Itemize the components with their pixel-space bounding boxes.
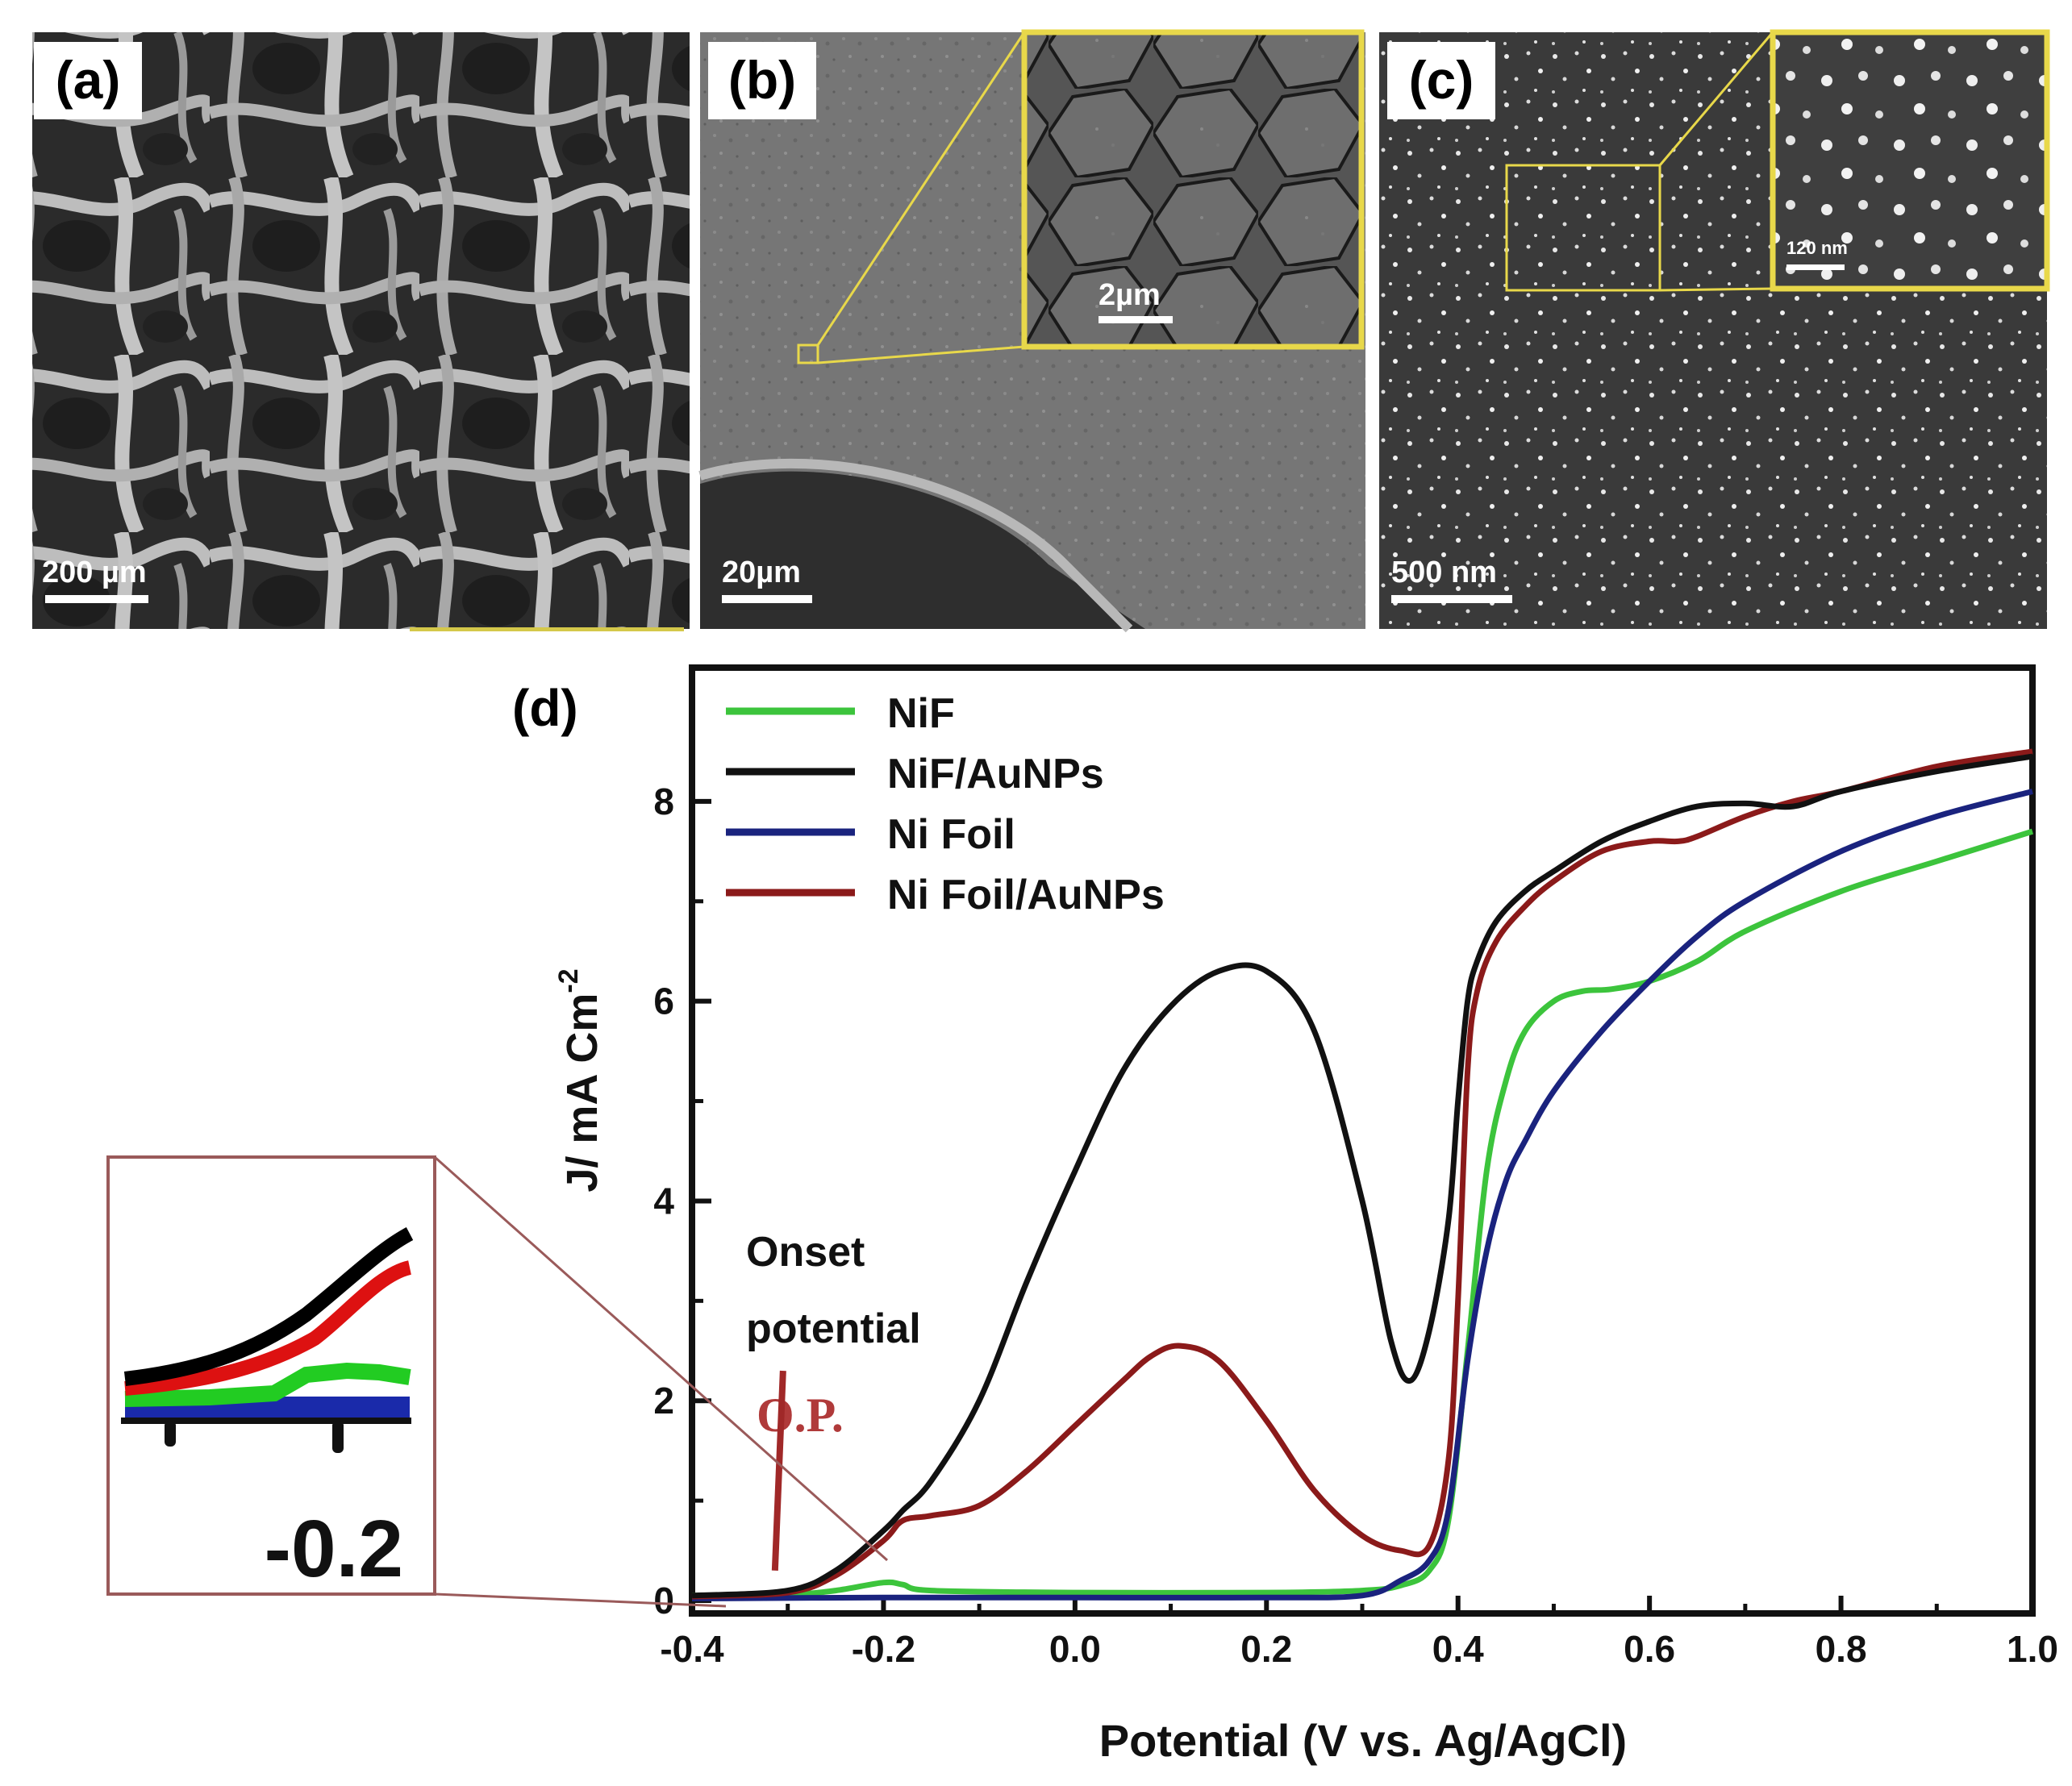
legend-item-ni-foil-aunps: Ni Foil/AuNPs [726,872,1165,918]
panel-c-inset-scale-bar [1786,264,1845,270]
x-tick-label: 0.0 [1049,1628,1101,1670]
series-layer [691,748,2034,1601]
x-tick-label: -0.2 [852,1628,915,1670]
legend: NiF NiF/AuNPs Ni Foil Ni Foil/AuNPs [726,690,1165,918]
panel-a: (a) 200 µm [32,32,690,631]
panel-b-ridge [698,458,1133,633]
panel-a-label-box [34,42,142,119]
panel-b-scale-text: 20µm [722,556,801,589]
y-axis-title: J/ mA Cm-2 [553,968,607,1192]
zoom-curve-nif-aunps [123,1227,414,1386]
panel-b-inset [1021,29,1365,350]
panel-c-zoom-line-top [1658,31,1774,166]
legend-label-ni-foil: Ni Foil [887,811,1015,858]
panel-c-inset [1770,29,2050,292]
op-marker [771,1370,786,1571]
axis-ticks: -0.4 -0.2 0.0 0.2 0.4 0.6 0.8 1.0 0 2 4 6 8 [653,781,2058,1670]
panel-c-scale-bar [1391,595,1512,603]
zoom-curve-nif [124,1362,411,1407]
x-tick-label: 0.6 [1624,1628,1675,1670]
panel-c-zoom-line-bottom [1659,287,1774,292]
zoom-line-bottom [434,1592,727,1608]
panel-b-inset-scale-text: 2µm [1099,278,1161,312]
panel-c-zoom-box [1505,164,1661,292]
panel-c: 120 nm (c) 500 nm [1379,29,2050,629]
x-axis-title: Potential (V vs. Ag/AgCl) [1099,1715,1627,1766]
panel-b-scale-bar [722,595,812,603]
series-line-nif [691,828,2034,1599]
y-tick-label: 6 [653,980,674,1022]
y-tick-label: 0 [653,1580,674,1622]
series-line-ni-foil-aunps [691,748,2033,1600]
panel-d: (d) -0.4 -0.2 0.0 0.2 0.4 0.6 0.8 1.0 0 2 4 6 8 Pote… [106,664,2058,1766]
panel-a-edge-line [410,627,684,631]
y-tick-label: 4 [653,1180,674,1222]
onset-label-line1: Onset [746,1229,865,1276]
x-tick-label: -0.4 [660,1628,724,1670]
legend-item-nif-aunps: NiF/AuNPs [726,751,1104,797]
series-line-ni-foil [691,789,2033,1601]
onset-label-line2: potential [746,1305,921,1352]
panel-c-scale-text: 500 nm [1391,556,1497,589]
y-tick-label: 2 [653,1380,674,1422]
panel-a-scale-bar [45,595,148,603]
panel-c-label: (c) [1409,50,1474,110]
panel-b-zoom-box [797,343,819,364]
panel-a-sem-image [32,32,690,629]
zoom-inset: -0.2 [106,1155,888,1608]
panel-a-scale-text: 200 µm [42,556,147,589]
panel-b-zoom-line-bottom [817,345,1025,364]
legend-item-ni-foil: Ni Foil [726,811,1015,858]
x-tick-label: 0.2 [1240,1628,1292,1670]
y-axis-title-main: J/ mA Cm [558,993,607,1193]
y-tick-label: 8 [653,781,674,822]
panel-c-label-box [1387,42,1495,119]
zoom-inset-axis [121,1418,411,1424]
panel-d-label: (d) [512,679,578,737]
series-line-nif-aunps [691,753,2033,1599]
y-axis-title-group: J/ mA Cm-2 [553,968,607,1192]
legend-label-nif: NiF [887,690,955,737]
zoom-inset-tick-right [332,1421,344,1453]
panel-b-zoom-line-top [816,31,1026,346]
x-tick-label: 1.0 [2007,1628,2058,1670]
legend-label-nif-aunps: NiF/AuNPs [887,751,1104,797]
panel-b-label: (b) [728,50,796,110]
zoom-curve-ni-foil-aunps [124,1260,412,1396]
panel-b: 2µm (b) 20µm [698,29,1365,633]
zoom-inset-tick-left [165,1421,176,1447]
plot-frame [689,664,2036,1617]
panel-b-inset-scale-bar [1099,316,1173,323]
legend-label-ni-foil-aunps: Ni Foil/AuNPs [887,872,1165,918]
legend-item-nif: NiF [726,690,955,737]
panel-b-label-box [708,42,816,119]
op-label: O.P. [757,1388,844,1442]
panel-a-label: (a) [56,50,121,110]
zoom-line-top [434,1155,888,1562]
zoom-inset-tick-label: -0.2 [265,1504,403,1594]
panel-c-inset-scale-text: 120 nm [1786,238,1848,258]
y-axis-title-superscript: -2 [553,968,584,993]
x-tick-label: 0.8 [1816,1628,1867,1670]
panel-b-dark-region [700,471,1145,629]
x-tick-label: 0.4 [1432,1628,1484,1670]
